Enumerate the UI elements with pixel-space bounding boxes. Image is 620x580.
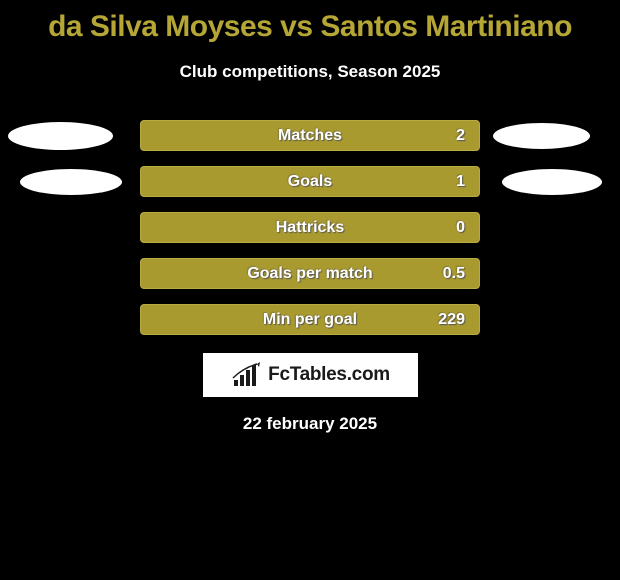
stat-bar: Hattricks 0 — [140, 212, 480, 243]
player-right-ellipse — [493, 123, 590, 149]
player-left-ellipse — [20, 169, 122, 195]
stat-row: Matches 2 — [0, 120, 620, 151]
stat-value: 1 — [456, 173, 465, 191]
stat-label: Min per goal — [263, 311, 357, 329]
stat-row: Goals per match 0.5 — [0, 258, 620, 289]
stat-bar: Goals per match 0.5 — [140, 258, 480, 289]
stat-label: Goals per match — [247, 265, 372, 283]
stat-value: 0.5 — [443, 265, 465, 283]
stat-bar: Min per goal 229 — [140, 304, 480, 335]
stat-label: Goals — [288, 173, 332, 191]
player-left-ellipse — [8, 122, 113, 150]
stat-row: Goals 1 — [0, 166, 620, 197]
comparison-title: da Silva Moyses vs Santos Martiniano — [0, 0, 620, 44]
stats-container: Matches 2 Goals 1 Hattricks 0 Goals per … — [0, 120, 620, 335]
stat-row: Min per goal 229 — [0, 304, 620, 335]
stat-row: Hattricks 0 — [0, 212, 620, 243]
fctables-logo[interactable]: FcTables.com — [203, 353, 418, 397]
stat-bar: Matches 2 — [140, 120, 480, 151]
stat-value: 229 — [438, 311, 465, 329]
logo-text: FcTables.com — [268, 364, 390, 386]
stat-label: Matches — [278, 127, 342, 145]
player-right-ellipse — [502, 169, 602, 195]
chart-icon — [230, 362, 264, 388]
stat-bar: Goals 1 — [140, 166, 480, 197]
stat-label: Hattricks — [276, 219, 344, 237]
date-text: 22 february 2025 — [0, 414, 620, 434]
stat-value: 2 — [456, 127, 465, 145]
competition-subtitle: Club competitions, Season 2025 — [0, 62, 620, 82]
stat-value: 0 — [456, 219, 465, 237]
